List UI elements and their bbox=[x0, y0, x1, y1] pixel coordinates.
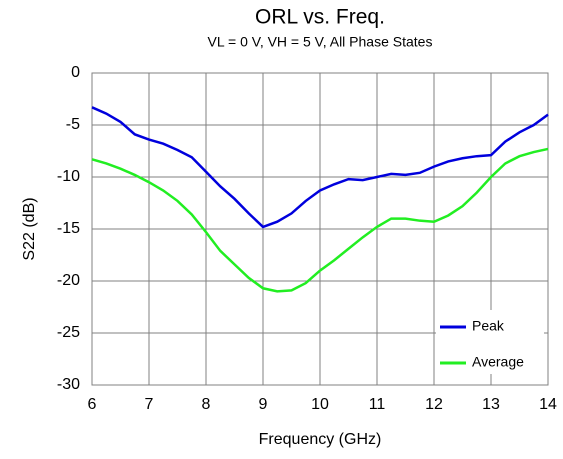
x-axis-label: Frequency (GHz) bbox=[259, 431, 382, 448]
y-tick-label: -20 bbox=[57, 272, 80, 289]
plot-frame bbox=[91, 72, 549, 386]
legend-label: Peak bbox=[472, 318, 505, 334]
x-tick-label: 8 bbox=[202, 396, 211, 413]
line-series bbox=[91, 106, 549, 229]
line-series bbox=[91, 147, 549, 293]
y-tick-label: -10 bbox=[57, 168, 80, 185]
x-tick-label: 13 bbox=[482, 396, 500, 413]
y-tick-label: -15 bbox=[57, 220, 80, 237]
legend-label: Average bbox=[472, 354, 524, 370]
y-tick-label: -30 bbox=[57, 376, 80, 393]
x-tick-label: 6 bbox=[88, 396, 97, 413]
y-tick-label: -25 bbox=[57, 324, 80, 341]
y-axis-label: S22 (dB) bbox=[21, 197, 38, 260]
x-tick-label: 10 bbox=[311, 396, 329, 413]
x-tick-label: 11 bbox=[369, 396, 386, 413]
y-tick-label: 0 bbox=[71, 64, 80, 81]
x-tick-label: 7 bbox=[145, 396, 154, 413]
x-tick-label: 12 bbox=[425, 396, 443, 413]
chart-subtitle: VL = 0 V, VH = 5 V, All Phase States bbox=[208, 34, 433, 50]
x-tick-label: 9 bbox=[259, 396, 268, 413]
x-tick-label: 14 bbox=[539, 396, 557, 413]
y-tick-label: -5 bbox=[66, 116, 80, 133]
chart-title: ORL vs. Freq. bbox=[255, 6, 385, 29]
